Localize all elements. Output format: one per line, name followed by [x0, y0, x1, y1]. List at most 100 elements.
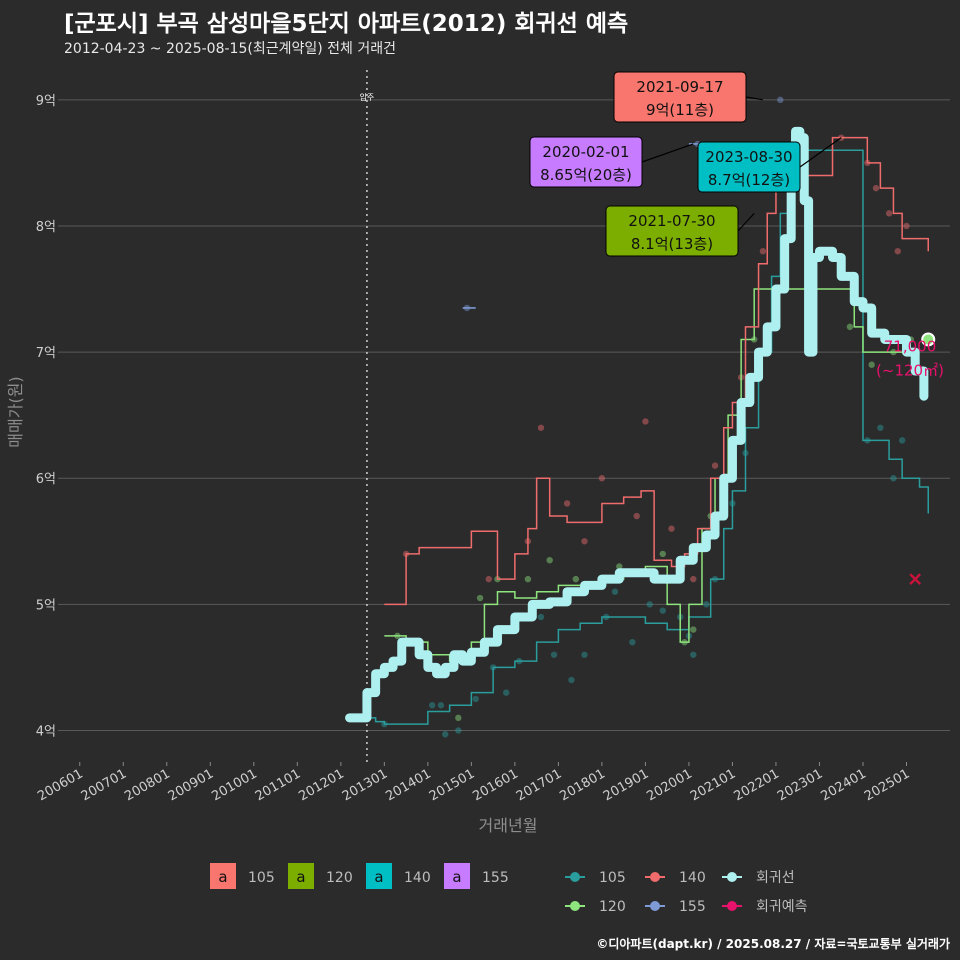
regression-line — [345, 126, 929, 723]
x-tick-label: 201001 — [209, 766, 259, 804]
annotation-box — [605, 205, 739, 257]
annotation-price: 9억(11층) — [646, 101, 714, 119]
y-axis-label: 매매가(원) — [6, 376, 25, 447]
scatter-point-140 — [485, 575, 492, 583]
x-tick-label: 202101 — [688, 766, 738, 804]
x-tick-label: 202501 — [862, 766, 912, 804]
x-tick-label: 202401 — [818, 766, 868, 804]
scatter-point-105 — [611, 588, 619, 595]
legend-dot-140 — [650, 872, 660, 882]
legend-line-label: 140 — [679, 870, 706, 886]
annotation-price: 8.7억(12층) — [708, 171, 790, 189]
scatter-point-140 — [598, 475, 606, 482]
series-line-105 — [366, 149, 929, 725]
scatter-point-120 — [659, 550, 667, 558]
scatter-point-105 — [502, 689, 510, 696]
x-tick-label: 200701 — [79, 766, 129, 804]
scatter-points — [381, 96, 915, 738]
scatter-point-140 — [903, 222, 910, 230]
annotation-2023-08-30: 2023-08-30 8.7억(12층) — [697, 137, 842, 193]
scatter-point-105 — [690, 651, 697, 658]
scatter-point-120 — [616, 563, 623, 570]
scatter-point-105 — [581, 651, 588, 658]
legend-box-155 — [444, 863, 470, 889]
scatter-point-140 — [642, 418, 649, 425]
y-tick-label: 5억 — [36, 598, 56, 613]
y-tick-label: 9억 — [36, 94, 56, 109]
annotation-date: 2021-09-17 — [636, 78, 723, 96]
legend-box-label: 155 — [482, 870, 509, 886]
scatter-point-120 — [846, 323, 854, 331]
legend-line-label: 120 — [599, 899, 626, 915]
legend-box-key: a — [452, 868, 461, 886]
x-tick-label: 202301 — [775, 766, 825, 804]
move-in-marker: 입주 — [360, 70, 375, 762]
annotation-leader — [745, 96, 763, 101]
prediction-marker: 71,000 (~120㎡) — [876, 332, 944, 586]
annotation-price: 8.1억(13층) — [631, 235, 713, 253]
legend-dot-105 — [570, 872, 580, 882]
scatter-point-155 — [777, 96, 784, 104]
scatter-point-105 — [442, 731, 449, 738]
annotation-box — [529, 136, 643, 188]
scatter-point-140 — [633, 512, 640, 520]
x-tick-label: 202001 — [644, 766, 694, 804]
scatter-point-140 — [537, 424, 545, 431]
x-tick-label: 201101 — [253, 766, 303, 804]
scatter-point-105 — [646, 601, 653, 608]
x-tick-label: 201301 — [340, 766, 390, 804]
scatter-point-105 — [629, 638, 636, 646]
legend-box-105 — [210, 863, 236, 889]
legend-box-label: 140 — [404, 870, 431, 886]
y-tick-label: 7억 — [36, 346, 56, 361]
scatter-point-105 — [429, 702, 436, 709]
credit-text: ©디아파트(dapt.kr) / 2025.08.27 / 자료=국토교통부 실… — [596, 937, 950, 951]
annotation-2021-07-30: 2021-07-30 8.1억(13층) — [605, 205, 755, 257]
x-tick-label: 201501 — [427, 766, 477, 804]
prediction-cross — [909, 573, 922, 586]
scatter-point-105 — [455, 727, 462, 734]
prediction-value: 71,000 — [884, 337, 937, 355]
scatter-point-140 — [872, 184, 880, 192]
scatter-point-120 — [690, 626, 697, 633]
x-tick-label: 201901 — [601, 766, 651, 804]
annotation-box — [613, 71, 747, 123]
annotation-2021-09-17: 2021-09-17 9억(11층) — [613, 71, 763, 123]
scatter-point-105 — [898, 437, 906, 444]
annotation-date: 2020-02-01 — [542, 143, 629, 161]
scatter-point-105 — [537, 613, 545, 621]
scatter-point-105 — [437, 702, 445, 709]
legend-line-label: 회귀예측 — [756, 899, 808, 915]
legend-box-140 — [366, 863, 392, 889]
scatter-point-140 — [885, 210, 893, 217]
legend-dot-155 — [650, 901, 660, 911]
annotation-box — [697, 141, 801, 193]
x-tick-label: 202201 — [731, 766, 781, 804]
x-tick-label: 201201 — [296, 766, 346, 804]
legend-box-label: 120 — [326, 870, 353, 886]
annotation-leader — [799, 137, 842, 168]
x-tick-labels: 2006012007012008012009012010012011012012… — [35, 762, 912, 804]
scatter-point-105 — [659, 607, 667, 614]
scatter-point-105 — [472, 695, 479, 703]
scatter-point-105 — [703, 601, 710, 608]
scatter-point-140 — [690, 575, 697, 583]
move-in-label: 입주 — [360, 93, 375, 102]
scatter-point-105 — [550, 651, 558, 658]
x-tick-label: 201801 — [557, 766, 607, 804]
x-axis-label: 거래년월 — [479, 816, 538, 835]
x-tick-label: 201601 — [470, 766, 520, 804]
scatter-point-140 — [759, 247, 767, 255]
y-tick-label: 8억 — [36, 220, 56, 235]
scatter-point-120 — [572, 575, 579, 583]
scatter-point-140 — [563, 500, 571, 507]
scatter-point-140 — [894, 247, 901, 255]
annotation-2020-02-01: 2020-02-01 8.65억(20층) — [529, 136, 694, 188]
annotation-leader — [641, 143, 694, 163]
legend-line-label: 회귀선 — [756, 870, 795, 886]
scatter-point-120 — [868, 361, 875, 368]
series-line-120 — [384, 288, 908, 662]
legend-box-key: a — [374, 868, 383, 886]
y-tick-label: 6억 — [36, 472, 56, 487]
